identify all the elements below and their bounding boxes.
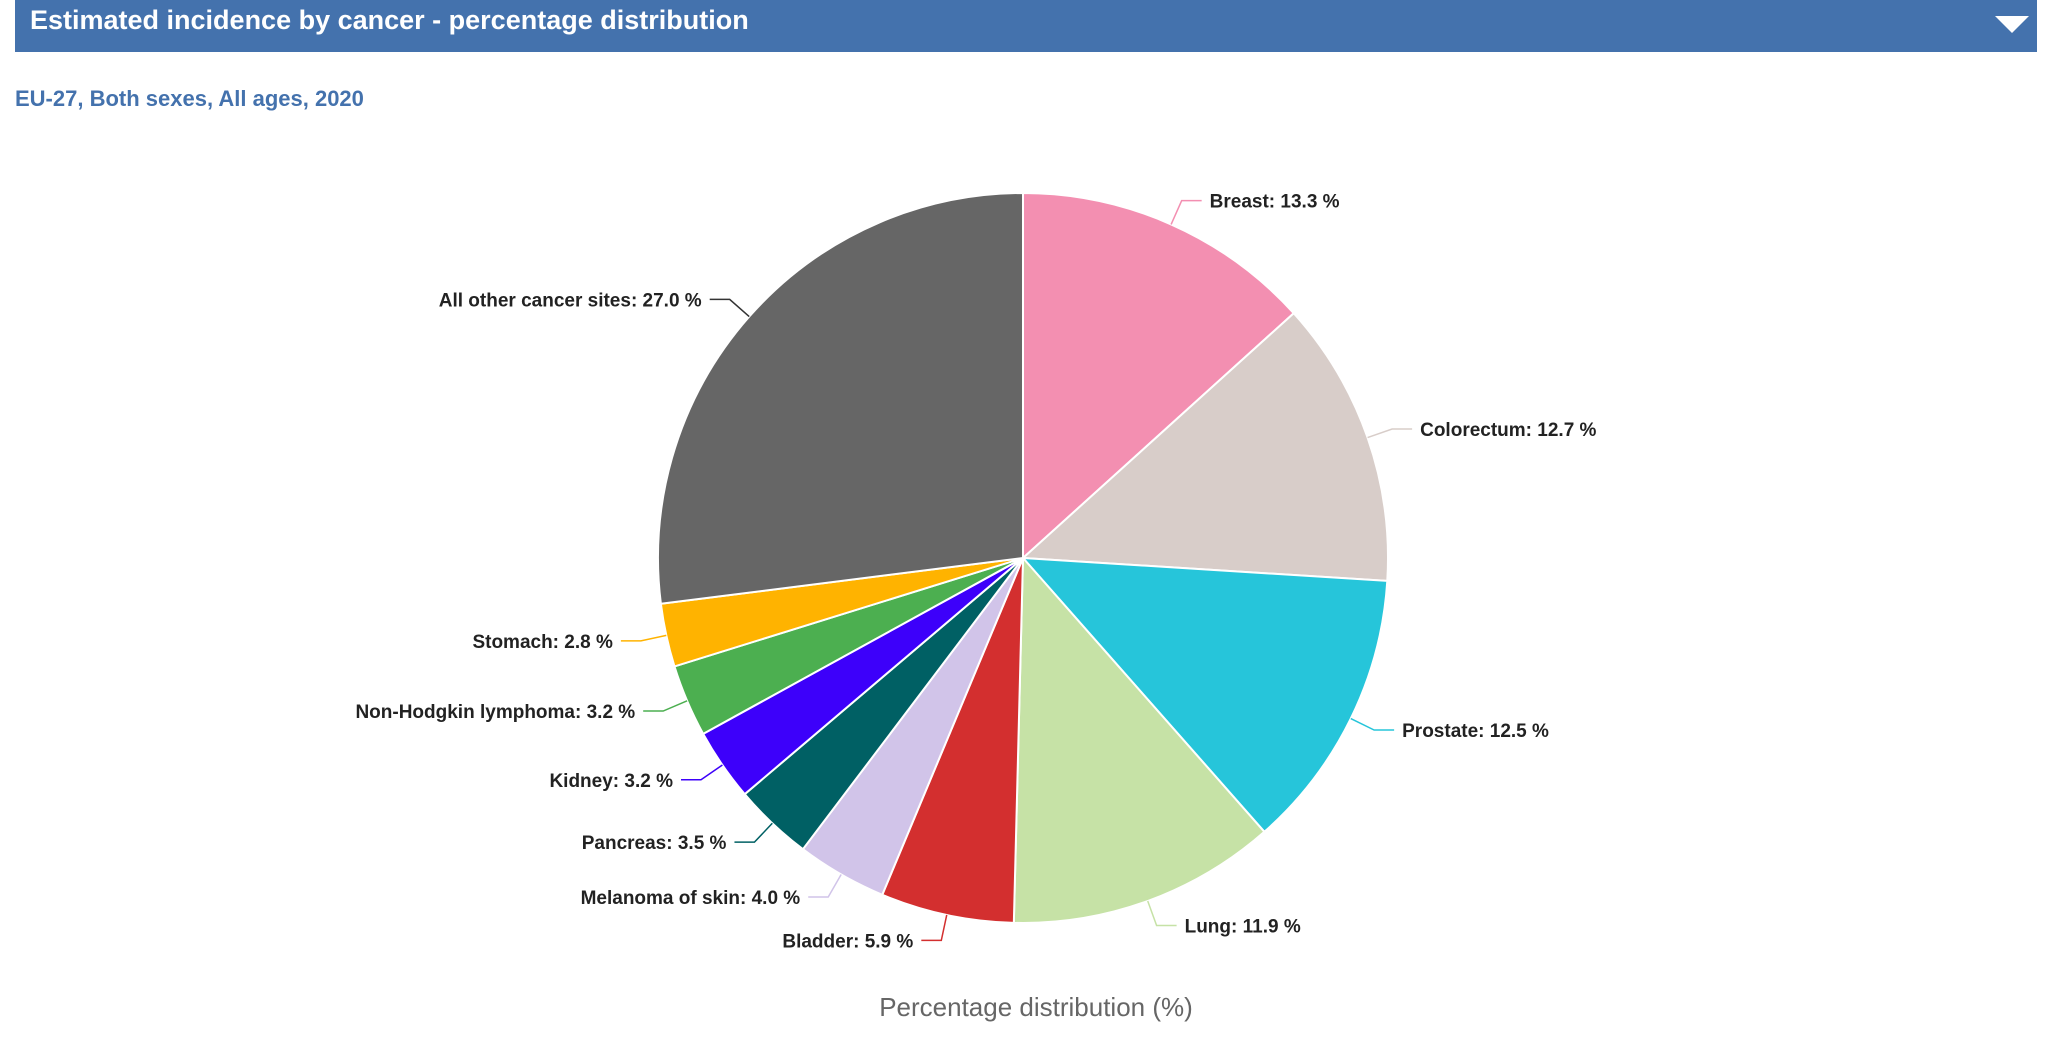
data-label-kidney: Kidney: 3.2 % — [549, 771, 673, 792]
leader-line-all-other-cancer-sites — [709, 298, 750, 318]
slice-bladder[interactable] — [880, 557, 1024, 924]
leader-line-non-hodgkin-lymphoma — [643, 700, 688, 712]
data-label-colorectum: Colorectum: 12.7 % — [1420, 420, 1596, 441]
data-label-melanoma-of-skin: Melanoma of skin: 4.0 % — [581, 888, 801, 909]
leader-line-kidney — [680, 764, 723, 781]
chart-subtitle: EU-27, Both sexes, All ages, 2020 — [15, 86, 364, 111]
leader-line-breast — [1170, 199, 1202, 225]
leader-line-bladder — [921, 914, 948, 942]
data-label-prostate: Prostate: 12.5 % — [1402, 721, 1549, 742]
panel-header[interactable]: Estimated incidence by cancer - percenta… — [15, 0, 2037, 52]
panel-title: Estimated incidence by cancer - percenta… — [30, 5, 749, 35]
data-label-non-hodgkin-lymphoma: Non-Hodgkin lymphoma: 3.2 % — [355, 702, 635, 723]
leader-line-lung — [1147, 900, 1177, 927]
data-label-breast: Breast: 13.3 % — [1210, 192, 1340, 213]
data-label-bladder: Bladder: 5.9 % — [782, 931, 913, 952]
x-axis-title: Percentage distribution (%) — [879, 992, 1193, 1022]
leader-line-stomach — [620, 634, 667, 642]
slice-colorectum[interactable] — [1020, 311, 1389, 582]
chevron-down-icon[interactable] — [1995, 16, 2029, 33]
leader-line-colorectum — [1367, 428, 1413, 439]
data-label-all-other-cancer-sites: All other cancer sites: 27.0 % — [439, 290, 702, 311]
leader-line-melanoma-of-skin — [808, 874, 842, 898]
leader-line-pancreas — [734, 822, 773, 843]
data-label-stomach: Stomach: 2.8 % — [472, 632, 613, 653]
slice-prostate[interactable] — [1020, 556, 1389, 834]
data-label-pancreas: Pancreas: 3.5 % — [582, 833, 727, 854]
data-label-lung: Lung: 11.9 % — [1185, 916, 1301, 937]
leader-line-prostate — [1350, 717, 1395, 731]
slice-all-other-cancer-sites[interactable] — [657, 191, 1024, 605]
